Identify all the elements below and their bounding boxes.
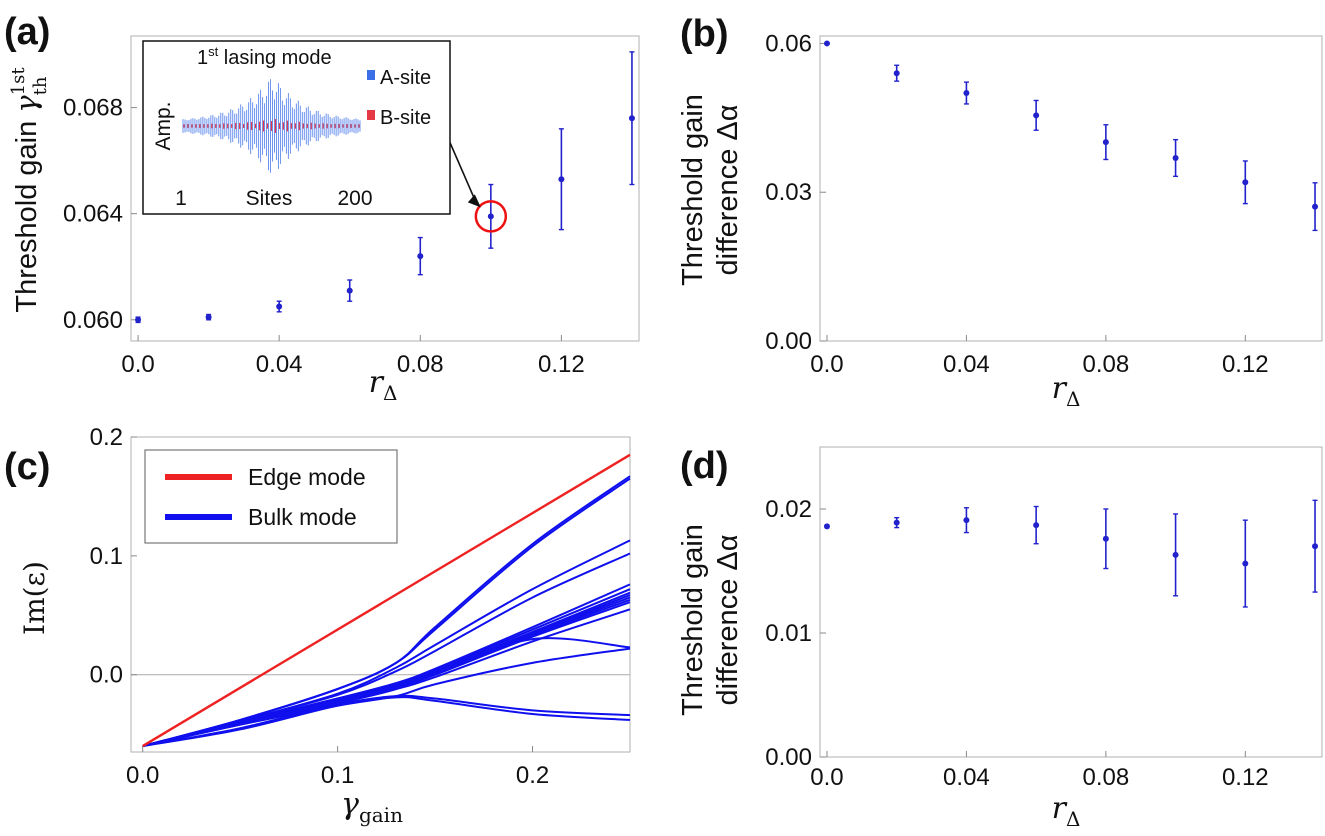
y-tick-label: 0.06 (765, 30, 812, 57)
y-tick-label: 0.0 (90, 662, 123, 689)
data-point (1033, 112, 1040, 119)
inset: 1st lasing mode Amp. Sites 1 200 A-site B-site (142, 40, 451, 215)
data-point (1242, 560, 1249, 567)
plot-frame (130, 436, 631, 753)
data-point (1033, 522, 1040, 529)
inset-legend-swatch-a (367, 70, 375, 80)
data-point (1172, 551, 1179, 558)
y-tick-label: 0.03 (765, 179, 812, 206)
panel-a: 0.0 0.04 0.08 0.12 0.060 0.064 0.068 (a) rΔ Thres… (4, 11, 640, 405)
y-tick-label: 0.2 (90, 424, 123, 451)
x-axis-label: rΔ (369, 365, 398, 405)
x-tick-label: 0.08 (1083, 351, 1130, 378)
y-tick-label: 0.064 (63, 201, 123, 228)
x-tick-label: 0.1 (321, 762, 354, 789)
data-point (823, 40, 830, 47)
data-point (1172, 155, 1179, 161)
data-point (893, 519, 900, 526)
panel-b: 0.0 0.04 0.08 0.12 0.00 0.03 0.06 (b) rΔ Threshol… (677, 13, 1323, 411)
x-tick-label: 0.0 (810, 764, 843, 791)
bulk-mode-line (142, 608, 631, 748)
x-tick-label: 0.04 (943, 764, 990, 791)
plot-frame (130, 35, 640, 342)
x-axis-label: rΔ (1052, 791, 1081, 831)
y-axis-label-line1: Threshold gain (677, 524, 709, 716)
inset-title: 1st lasing mode (197, 44, 332, 69)
y-tick-label: 0.02 (765, 496, 812, 523)
data-point (628, 115, 635, 122)
data-point (963, 517, 970, 524)
x-axis-label: rΔ (1052, 371, 1081, 411)
panel-d: 0.0 0.04 0.08 0.12 0.00 0.01 0.02 (d) rΔ Threshol… (677, 445, 1323, 831)
data-point (346, 287, 353, 294)
x-tick-label: 0.08 (397, 351, 444, 378)
bulk-mode-line (142, 583, 631, 748)
data-point (135, 316, 142, 323)
arrow-head (467, 194, 481, 208)
x-axis-label: γgain (341, 787, 403, 827)
legend-edge-label: Edge mode (248, 464, 366, 490)
bulk-mode-line (142, 477, 631, 748)
y-tick-label: 0.00 (765, 744, 812, 771)
data-point (417, 253, 424, 260)
inset-x-tick-left: 1 (175, 187, 187, 210)
data-point (487, 213, 494, 220)
data-point (1102, 535, 1109, 542)
data-point (963, 90, 970, 97)
y-tick-label: 0.060 (63, 307, 123, 334)
panel-label-b: (b) (680, 13, 729, 55)
y-axis-label: Im(ε) (18, 561, 51, 635)
y-axis-label-line2: difference Δα (712, 534, 744, 705)
x-tick-label: 0.0 (810, 351, 843, 378)
y-tick-label: 0.068 (63, 95, 123, 122)
panel-c: 0.0 0.1 0.2 0.0 0.1 0.2 Edge mode Bulk mode (c) I… (4, 424, 631, 827)
data-point (558, 176, 565, 183)
x-tick-label: 0.12 (1222, 351, 1269, 378)
y-tick-label: 0.00 (765, 328, 812, 355)
x-tick-label: 0.08 (1083, 764, 1130, 791)
panel-label-d: (d) (680, 445, 729, 487)
x-tick-label: 0.0 (126, 762, 159, 789)
bulk-mode-line (142, 694, 631, 748)
bulk-mode-line (142, 696, 631, 748)
data-point (205, 314, 212, 321)
x-tick-label: 0.12 (538, 351, 585, 378)
data-point (1312, 203, 1319, 210)
inset-legend-a: A-site (380, 67, 431, 89)
y-axis-label: Threshold gain γ1stth (8, 67, 51, 313)
x-tick-label: 0.04 (256, 351, 303, 378)
x-tick-label: 0.04 (943, 351, 990, 378)
data-point (1242, 179, 1249, 186)
panel-label-c: (c) (4, 446, 50, 488)
data-point (823, 523, 830, 530)
data-point (1312, 543, 1319, 550)
inset-y-label: Amp. (152, 101, 175, 150)
y-axis-label-line1: Threshold gain (677, 94, 709, 286)
bulk-mode-line (142, 552, 631, 748)
highlight-circle (474, 200, 508, 233)
x-tick-label: 0.12 (1222, 764, 1269, 791)
y-tick-label: 0.01 (765, 620, 812, 647)
legend-box (144, 449, 398, 544)
inset-x-label: Sites (246, 187, 293, 210)
x-tick-label: 0.2 (516, 762, 549, 789)
legend-bulk-label: Bulk mode (248, 504, 357, 530)
inset-legend-b: B-site (380, 107, 431, 129)
panel-label-a: (a) (4, 11, 50, 53)
edge-mode-line (142, 453, 631, 748)
bulk-mode-line (142, 594, 631, 748)
inset-x-tick-right: 200 (337, 187, 372, 210)
data-point (276, 303, 283, 310)
plot-frame (819, 446, 1323, 758)
inset-legend-swatch-b (367, 110, 375, 120)
plot-frame (819, 35, 1323, 342)
y-axis-label-line2: difference Δα (712, 104, 744, 275)
y-tick-label: 0.1 (90, 543, 123, 570)
data-point (1102, 139, 1109, 146)
data-point (893, 70, 900, 77)
x-tick-label: 0.0 (121, 351, 154, 378)
